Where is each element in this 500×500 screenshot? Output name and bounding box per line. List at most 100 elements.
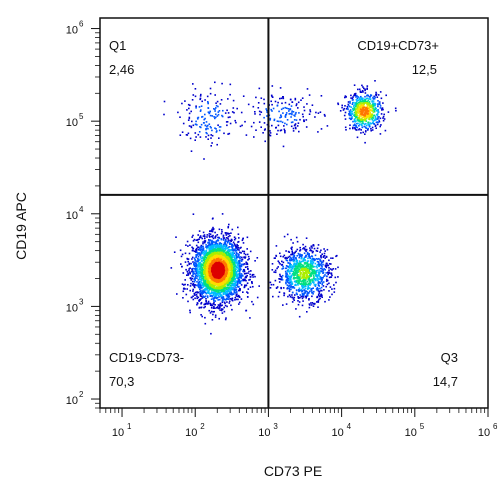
event-dot [241,124,243,127]
event-dot [294,115,296,117]
event-dot [366,85,369,87]
event-dot [320,289,322,292]
event-dot [209,295,212,297]
event-dot [318,278,321,280]
event-dot [247,296,249,298]
event-dot [240,274,243,277]
event-dot [278,261,280,264]
event-dot [218,137,220,139]
event-dot [382,115,385,118]
event-dot [211,294,213,297]
event-dot [209,114,212,117]
event-dot [372,117,375,119]
event-dot [285,259,288,261]
event-dot [309,279,311,281]
event-dot [188,262,190,265]
event-dot [356,136,359,139]
event-dot [232,275,235,278]
event-dot [304,259,306,261]
event-dot [224,259,227,261]
event-dot [201,291,203,294]
event-dot [204,274,207,276]
event-dot [361,113,364,116]
event-dot [347,103,350,106]
event-dot [215,113,217,116]
event-dot [209,271,212,273]
event-dot [366,106,368,108]
event-dot [219,260,222,263]
event-dot [286,119,289,121]
event-dot [365,113,367,116]
event-dot [325,285,327,288]
event-dot [210,310,213,313]
event-dot [217,260,219,263]
event-dot [203,291,205,293]
event-dot [298,112,300,114]
event-dot [302,300,304,302]
event-dot [266,123,269,126]
event-dot [230,293,232,296]
event-dot [316,301,318,303]
event-dot [299,289,301,292]
event-dot [217,236,219,239]
event-dot [266,111,268,113]
event-dot [347,104,350,107]
event-dot [201,115,204,118]
event-dot [228,293,230,295]
density-dots [163,80,397,335]
event-dot [285,282,287,285]
event-dot [377,100,379,102]
event-dot [395,109,397,112]
event-dot [284,130,286,132]
event-dot [234,282,236,285]
event-dot [360,109,362,111]
event-dot [191,236,193,238]
event-dot [304,245,307,248]
event-dot [289,272,291,275]
event-dot [197,283,199,286]
event-dot [198,270,200,273]
event-dot [295,119,298,121]
event-dot [321,270,323,273]
event-dot [372,115,375,117]
event-dot [197,234,199,236]
event-dot [345,108,348,110]
event-dot [357,116,360,119]
event-dot [258,110,261,113]
event-dot [197,272,200,274]
event-dot [200,267,202,269]
event-dot [229,116,231,118]
event-dot [278,291,281,293]
event-dot [283,292,285,294]
event-dot [205,257,208,259]
event-dot [358,103,361,105]
event-dot [232,245,235,247]
event-dot [374,96,376,98]
event-dot [218,242,221,245]
event-dot [211,115,214,117]
event-dot [371,115,373,117]
event-dot [212,286,214,289]
event-dot [229,242,231,244]
event-dot [205,278,207,280]
event-dot [303,247,305,249]
event-dot [304,290,307,292]
event-dot [354,128,356,130]
event-dot [207,127,209,130]
event-dot [365,122,367,125]
event-dot [218,283,221,286]
event-dot [212,251,215,253]
event-dot [222,283,224,286]
event-dot [230,298,233,300]
event-dot [310,255,313,257]
event-dot [207,283,209,285]
event-dot [237,264,239,266]
event-dot [305,126,308,128]
event-dot [328,269,330,272]
event-dot [213,241,215,243]
event-dot [295,259,297,262]
event-dot [222,276,224,279]
event-dot [279,116,281,119]
event-dot [191,99,194,101]
event-dot [282,107,285,110]
